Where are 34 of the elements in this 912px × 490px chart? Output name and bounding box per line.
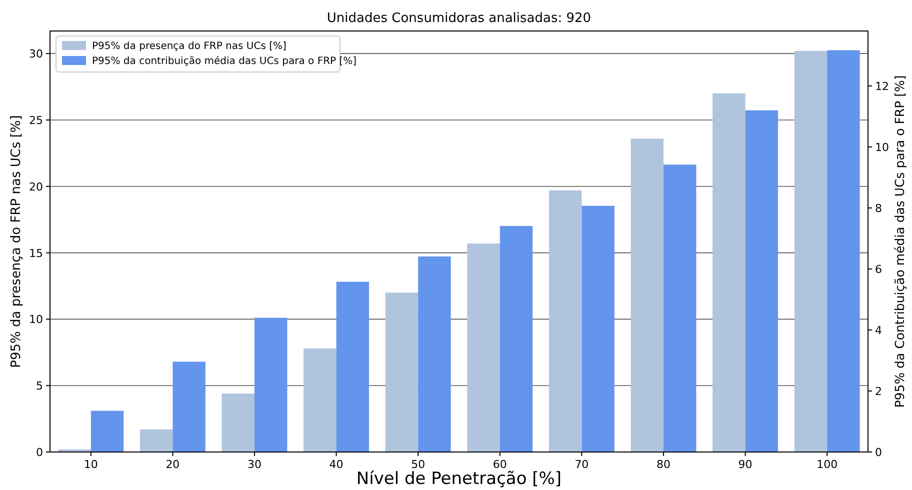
x-tick-label: 60 bbox=[492, 458, 507, 471]
x-tick-label: 20 bbox=[166, 458, 180, 471]
y-tick-label: 5 bbox=[36, 380, 43, 393]
y2-tick-label: 12 bbox=[875, 80, 889, 93]
y2-tick-label: 10 bbox=[875, 140, 889, 154]
legend-label: P95% da contribuição média das UCs para o FRP [%] bbox=[92, 56, 357, 67]
y2-tick-label: 2 bbox=[875, 384, 882, 398]
x-tick-label: 70 bbox=[574, 458, 589, 471]
x-tick-label: 50 bbox=[411, 458, 426, 471]
y-tick-label: 10 bbox=[29, 313, 43, 326]
y2-tick-label: 4 bbox=[875, 324, 882, 337]
y-axis-title: P95% da presença do FRP nas UCs [%] bbox=[9, 115, 24, 368]
x-tick-label: 90 bbox=[738, 458, 752, 471]
y-tick-label: 15 bbox=[29, 246, 43, 260]
bar bbox=[140, 429, 173, 452]
x-tick-label: 40 bbox=[329, 458, 344, 471]
y-tick-label: 25 bbox=[29, 114, 43, 127]
bar bbox=[90, 410, 124, 452]
bar bbox=[172, 362, 206, 452]
x-tick-label: 80 bbox=[656, 458, 670, 471]
x-tick-label: 30 bbox=[248, 458, 262, 471]
x-tick-label: 10 bbox=[84, 458, 98, 471]
y2-tick-label: 0 bbox=[875, 446, 882, 459]
y-tick-label: 30 bbox=[29, 48, 43, 61]
x-axis-title: Nível de Penetração [%] bbox=[356, 469, 562, 489]
chart-title: Unidades Consumidoras analisadas: 920 bbox=[326, 11, 592, 26]
y2-tick-label: 8 bbox=[875, 202, 882, 215]
y2-tick-label: 6 bbox=[875, 262, 882, 276]
x-tick-label: 100 bbox=[816, 458, 838, 471]
legend-label: P95% da presença do FRP nas UCs [%] bbox=[92, 41, 286, 52]
y-tick-label: 20 bbox=[29, 180, 43, 194]
y2-axis-title: P95% da Contribuição média das UCs para o FRP [%] bbox=[892, 75, 907, 408]
bar bbox=[254, 318, 288, 452]
y-tick-label: 0 bbox=[36, 446, 43, 459]
